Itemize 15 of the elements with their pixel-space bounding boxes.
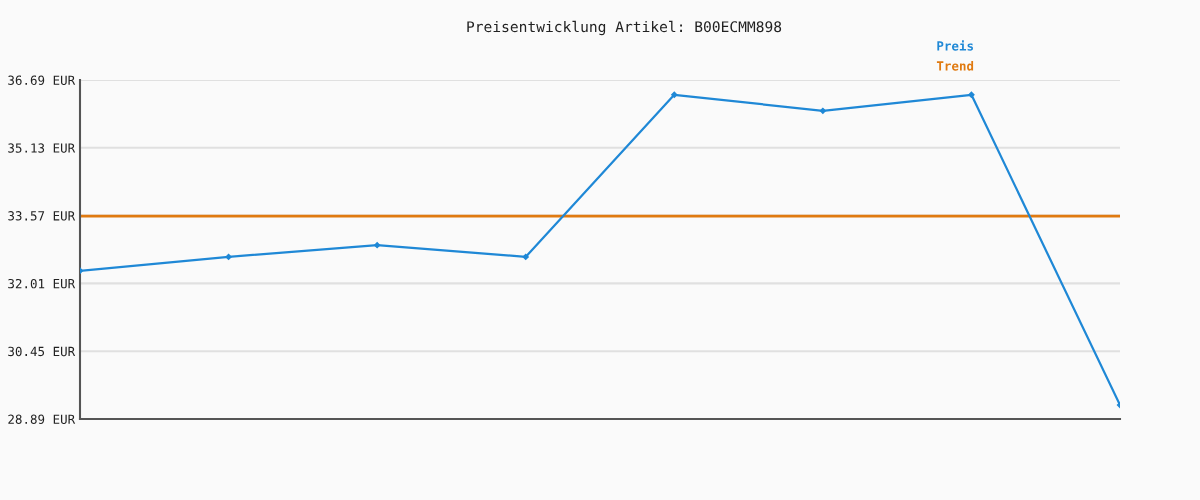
point <box>819 107 827 115</box>
y-tick-label: 33.57 EUR <box>8 211 76 221</box>
chart-title: Preisentwicklung Artikel: B00ECMM898 <box>467 20 782 36</box>
y-tick-label: 36.69 EUR <box>8 75 76 85</box>
point <box>522 253 529 261</box>
y-tick-label: 32.01 EUR <box>8 278 76 289</box>
y-tick-label: 30.45 EUR <box>8 346 76 357</box>
text: Preis <box>937 40 973 51</box>
text: Trend <box>936 60 974 71</box>
y-tick-label: 35.13 EUR <box>8 143 76 153</box>
point <box>968 91 975 98</box>
point <box>225 253 232 261</box>
point <box>373 242 381 249</box>
point <box>671 91 678 98</box>
y-tick-label: 28.89 EUR <box>8 414 76 424</box>
